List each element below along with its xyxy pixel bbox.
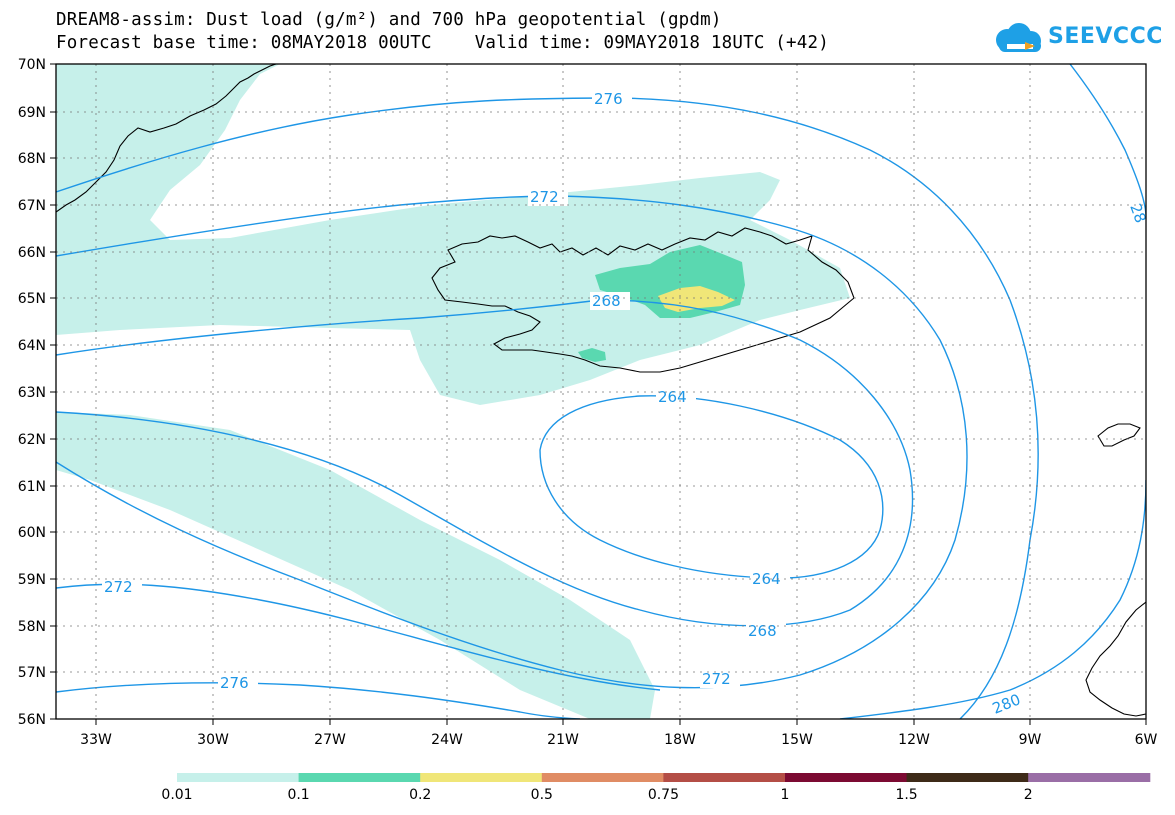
- contour-label-272-left: 272: [104, 578, 133, 596]
- colorbar-segment: [906, 773, 1029, 782]
- contour-label-268-bottom: 268: [748, 622, 777, 640]
- colorbar-label: 1.5: [895, 787, 917, 803]
- geopotential-contours: [56, 64, 1146, 719]
- lon-label-21w: 21W: [547, 732, 579, 748]
- greenland-coastline: [56, 64, 277, 213]
- lat-label-66n: 66N: [18, 245, 46, 261]
- contour-label-276-top: 276: [594, 90, 623, 108]
- lon-label-18w: 18W: [664, 732, 696, 748]
- lon-label-33w: 33W: [80, 732, 112, 748]
- lon-label-24w: 24W: [431, 732, 463, 748]
- contour-272-north: [56, 195, 968, 689]
- lon-label-12w: 12W: [898, 732, 930, 748]
- lat-label-62n: 62N: [18, 432, 46, 448]
- contour-label-264-bottom: 264: [752, 570, 781, 588]
- contour-276-south: [56, 682, 581, 719]
- map-subtitle: Forecast base time: 08MAY2018 00UTC Vali…: [56, 33, 829, 53]
- lat-label-56n: 56N: [18, 712, 46, 728]
- colorbar-segment: [1028, 773, 1151, 782]
- lon-label-9w: 9W: [1019, 732, 1042, 748]
- colorbar-label: 0.1: [287, 787, 309, 803]
- map-title: DREAM8-assim: Dust load (g/m²) and 700 h…: [56, 10, 722, 30]
- axis-ticks: [50, 63, 1147, 725]
- logo-text: SEEVCCC: [1048, 24, 1163, 49]
- colorbar-segment: [541, 773, 664, 782]
- dust-area-southwest: [56, 412, 655, 719]
- contour-label-268: 268: [592, 292, 621, 310]
- lat-label-57n: 57N: [18, 665, 46, 681]
- longitude-labels: 33W 30W 27W 24W 21W 18W 15W 12W 9W 6W: [80, 732, 1157, 748]
- contour-label-272-mid: 272: [530, 188, 559, 206]
- contour-label-276-left: 276: [220, 674, 249, 692]
- lat-label-59n: 59N: [18, 572, 46, 588]
- lat-label-60n: 60N: [18, 525, 46, 541]
- contour-28-right: [1069, 64, 1146, 216]
- lat-label-63n: 63N: [18, 385, 46, 401]
- contour-label-28-right: 28: [1126, 201, 1149, 225]
- colorbar-segment: [785, 773, 908, 782]
- colorbar-segment: [420, 773, 543, 782]
- colorbar-label: 2: [1024, 787, 1033, 803]
- seevccc-logo: [996, 23, 1041, 52]
- contour-label-264-top: 264: [658, 388, 687, 406]
- dust-shading: [56, 64, 850, 719]
- latitude-labels: 56N 57N 58N 59N 60N 61N 62N 63N 64N 65N …: [18, 57, 46, 728]
- dust-area-mid-small: [578, 348, 606, 362]
- lat-label-70n: 70N: [18, 57, 46, 73]
- colorbar-label: 1: [781, 787, 790, 803]
- contour-280: [839, 479, 1146, 719]
- coastlines: [56, 64, 1146, 717]
- lon-label-6w: 6W: [1135, 732, 1158, 748]
- contour-label-272-bottom: 272: [702, 670, 731, 688]
- lat-label-64n: 64N: [18, 338, 46, 354]
- lat-label-69n: 69N: [18, 105, 46, 121]
- cloud-icon: [996, 23, 1041, 52]
- colorbar-segment: [177, 773, 300, 782]
- lon-label-15w: 15W: [781, 732, 813, 748]
- iceland-coastline: [431, 227, 855, 373]
- contour-276-north: [56, 97, 1039, 719]
- norway-coastline: [1085, 601, 1146, 717]
- lon-label-30w: 30W: [197, 732, 229, 748]
- lat-label-67n: 67N: [18, 198, 46, 214]
- lat-label-65n: 65N: [18, 291, 46, 307]
- colorbar-label: 0.75: [648, 787, 679, 803]
- lon-label-27w: 27W: [314, 732, 346, 748]
- colorbar-segment: [663, 773, 786, 782]
- contour-268: [56, 299, 914, 627]
- colorbar-label: 0.01: [161, 787, 192, 803]
- lat-label-61n: 61N: [18, 479, 46, 495]
- dust-area-north: [56, 64, 850, 405]
- colorbar-label: 0.5: [531, 787, 553, 803]
- contour-labels: 276 272 268 264 264 268 272 272 276 280 …: [102, 90, 1149, 718]
- lat-label-58n: 58N: [18, 619, 46, 635]
- lat-label-68n: 68N: [18, 151, 46, 167]
- colorbar: 0.01 0.1 0.2 0.5 0.75 1 1.5 2: [161, 773, 1151, 803]
- plot-area: 276 272 268 264 264 268 272 272 276 280 …: [56, 64, 1149, 719]
- contour-272-south: [56, 583, 661, 691]
- contour-264: [539, 395, 884, 579]
- colorbar-segment: [298, 773, 421, 782]
- colorbar-label: 0.2: [409, 787, 431, 803]
- faroe-coastline: [1097, 423, 1141, 447]
